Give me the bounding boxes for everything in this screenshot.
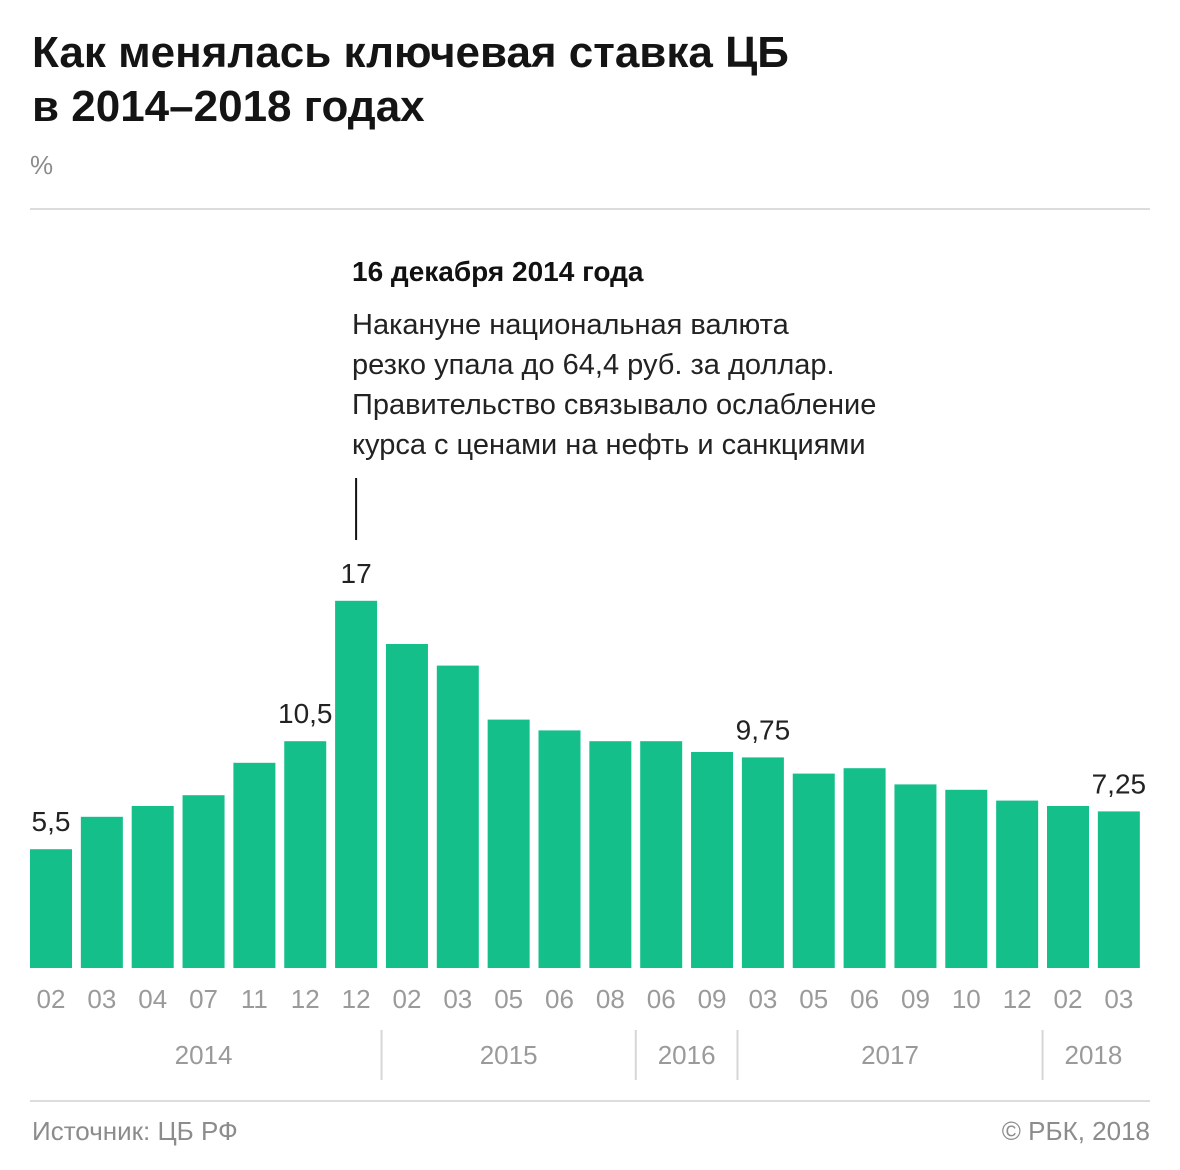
bar — [894, 784, 937, 968]
x-tick-label: 06 — [647, 984, 676, 1014]
bar — [589, 741, 632, 968]
x-tick-label: 02 — [392, 984, 421, 1014]
bar — [1097, 811, 1140, 968]
x-tick-label: 07 — [189, 984, 218, 1014]
x-tick-label: 11 — [241, 984, 268, 1014]
bar — [335, 600, 378, 968]
annotation-line: курса с ценами на нефть и санкциями — [352, 429, 866, 461]
bar — [30, 849, 72, 968]
bar — [284, 741, 327, 968]
x-tick-label: 03 — [443, 984, 472, 1014]
bar — [741, 757, 784, 968]
bar — [538, 730, 581, 968]
x-tick-label: 03 — [87, 984, 116, 1014]
unit-label: % — [30, 150, 54, 180]
bar — [80, 816, 123, 968]
x-tick-label: 12 — [342, 984, 371, 1014]
year-group-label: 2017 — [861, 1040, 919, 1070]
data-label: 9,75 — [736, 714, 791, 745]
data-label: 17 — [341, 558, 372, 589]
source-note: Источник: ЦБ РФ — [32, 1116, 238, 1146]
annotation-line: Правительство связывало ослабление — [352, 389, 877, 421]
x-tick-label: 10 — [952, 984, 981, 1014]
year-group-label: 2014 — [175, 1040, 233, 1070]
annotation-line: резко упала до 64,4 руб. за доллар. — [352, 349, 835, 381]
bar — [436, 665, 479, 968]
data-label: 7,25 — [1092, 768, 1147, 799]
top-divider — [30, 208, 1150, 210]
chart-title-line-2: в 2014–2018 годах — [32, 82, 425, 131]
x-tick-label: 08 — [596, 984, 625, 1014]
bar — [691, 752, 734, 968]
bar — [843, 768, 886, 968]
x-tick-label: 06 — [545, 984, 574, 1014]
bar — [792, 773, 835, 968]
x-tick-label: 03 — [748, 984, 777, 1014]
year-group-label: 2018 — [1065, 1040, 1123, 1070]
bar — [996, 800, 1039, 968]
x-tick-label: 06 — [850, 984, 879, 1014]
year-group-label: 2015 — [480, 1040, 538, 1070]
bar — [385, 644, 428, 968]
copyright-note: © РБК, 2018 — [1001, 1116, 1150, 1146]
bar — [1047, 806, 1089, 968]
data-label: 5,5 — [32, 806, 71, 837]
x-tick-label: 02 — [1054, 984, 1083, 1014]
chart-title-line-1: Как менялась ключевая ставка ЦБ — [32, 28, 789, 77]
bar — [487, 719, 530, 968]
bar — [640, 741, 683, 968]
bar — [233, 762, 276, 968]
x-tick-label: 12 — [1003, 984, 1032, 1014]
bottom-divider — [30, 1100, 1150, 1102]
annotation-heading: 16 декабря 2014 года — [352, 256, 644, 287]
x-tick-label: 09 — [901, 984, 930, 1014]
x-tick-label: 04 — [138, 984, 167, 1014]
bar — [945, 789, 988, 968]
x-tick-label: 03 — [1104, 984, 1133, 1014]
chart-title: Как менялась ключевая ставка ЦБ в 2014–2… — [32, 26, 1132, 134]
x-tick-label: 12 — [291, 984, 320, 1014]
x-tick-label: 02 — [37, 984, 66, 1014]
year-group-label: 2016 — [658, 1040, 716, 1070]
x-tick-label: 05 — [494, 984, 523, 1014]
annotation-line: Накануне национальная валюта — [352, 309, 789, 341]
x-tick-label: 09 — [698, 984, 727, 1014]
bar — [182, 795, 225, 968]
x-tick-label: 05 — [799, 984, 828, 1014]
annotation-text: Накануне национальная валюта резко упала… — [352, 305, 992, 465]
data-label: 10,5 — [278, 698, 333, 729]
bar — [131, 806, 174, 968]
